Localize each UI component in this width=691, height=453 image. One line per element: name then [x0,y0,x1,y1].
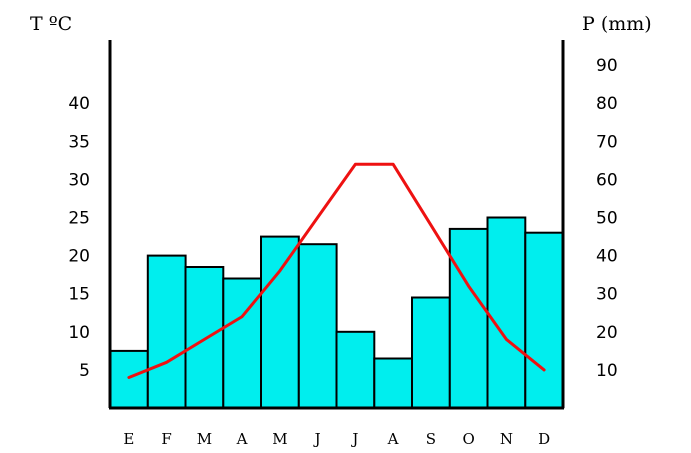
month-label: E [123,430,134,448]
month-label: J [313,430,321,448]
precip-bar [373,357,414,409]
month-label: A [387,430,399,448]
month-label: A [236,430,248,448]
left-tick-label: 10 [68,323,90,343]
month-label: J [350,430,358,448]
left-tick-label: 30 [68,170,90,190]
left-tick-label: 5 [79,361,90,381]
precip-bar [524,231,565,409]
precip-bar [335,330,376,409]
precip-bar [146,254,187,409]
right-axis-ticks: 10 20 30 40 50 60 70 80 90 [596,56,618,381]
precipitation-bars [109,216,565,409]
temperature-line [127,162,546,379]
left-tick-label: 20 [68,247,90,267]
right-tick-label: 20 [596,323,618,343]
month-label: F [161,430,171,448]
month-label: N [500,430,513,448]
precip-bar [411,296,451,409]
left-axis-title: T ºC [30,13,72,35]
right-tick-label: 30 [596,285,618,305]
precip-bar [109,349,149,409]
left-tick-label: 40 [68,94,90,114]
precip-bar [184,266,225,409]
month-label: S [426,430,436,448]
month-label: O [462,430,474,448]
month-label: D [538,430,550,448]
left-tick-label: 25 [68,209,90,229]
precip-bar [222,277,263,409]
right-axis-title: P (mm) [582,13,652,35]
month-label: M [272,430,287,448]
right-tick-label: 90 [596,56,618,76]
precip-bar [260,235,300,409]
precip-bar [486,216,527,409]
month-label: M [197,430,212,448]
left-tick-label: 35 [68,132,90,152]
right-tick-label: 10 [596,361,618,381]
precip-bar [297,243,338,409]
right-tick-label: 60 [596,170,618,190]
precip-bar [448,227,489,409]
left-tick-label: 15 [68,285,90,305]
right-tick-label: 80 [596,94,618,114]
right-tick-label: 40 [596,247,618,267]
right-tick-label: 50 [596,209,618,229]
right-tick-label: 70 [596,132,618,152]
left-axis-ticks: 5 10 15 20 25 30 35 40 [68,94,90,381]
